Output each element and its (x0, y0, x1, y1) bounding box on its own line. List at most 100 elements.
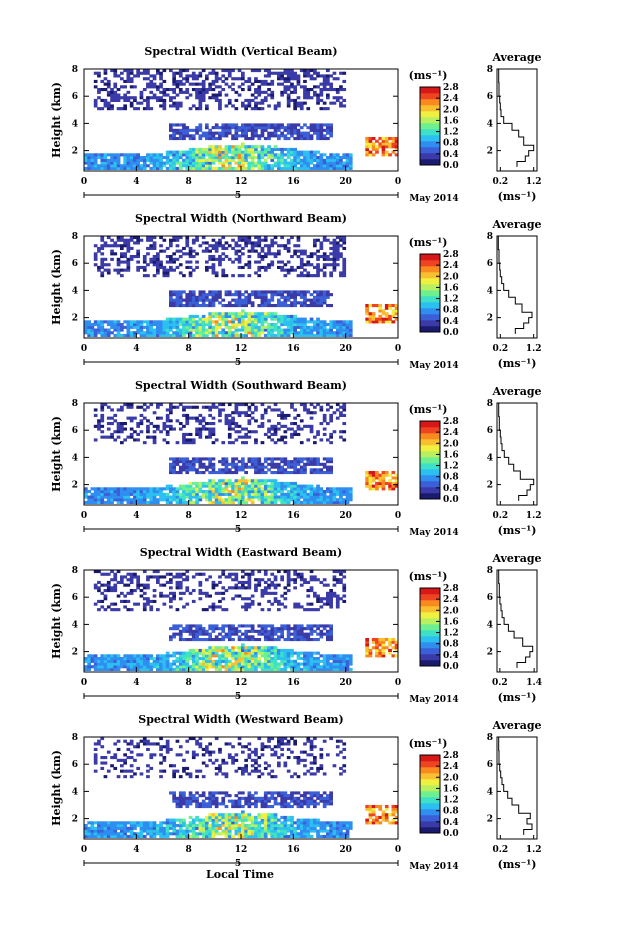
heatmap-cell (348, 495, 353, 499)
heatmap-cell (378, 317, 383, 321)
heatmap-cell (286, 427, 291, 431)
heatmap-cell (218, 107, 222, 111)
heatmap-cell (342, 492, 347, 496)
heatmap-cell (381, 487, 386, 491)
heatmap-cell (270, 629, 275, 633)
heatmap-cell (326, 328, 330, 332)
heatmap-cell (172, 158, 176, 162)
heatmap-cell (142, 498, 147, 502)
heatmap-cell (116, 435, 121, 439)
heatmap-cell (244, 158, 248, 162)
colorbar-segment (420, 433, 440, 440)
heatmap-cell (97, 328, 101, 332)
heatmap-cell (133, 498, 137, 502)
heatmap-cell (198, 432, 203, 436)
heatmap-cell (211, 293, 216, 297)
heatmap-cell (159, 403, 163, 407)
heatmap-cell (201, 79, 206, 83)
heatmap-cell (195, 662, 199, 666)
heatmap-cell (299, 150, 304, 154)
heatmap-cell (267, 123, 271, 127)
heatmap-cell (139, 419, 144, 423)
heatmap-cell (159, 325, 163, 329)
heatmap-cell (123, 238, 127, 242)
heatmap-cell (172, 268, 176, 272)
heatmap-cell (306, 263, 311, 267)
heatmap-cell (214, 147, 219, 151)
heatmap-cell (244, 147, 248, 151)
heatmap-cell (165, 317, 170, 321)
heatmap-cell (270, 79, 275, 83)
heatmap-cell (263, 304, 268, 308)
heatmap-cell (234, 629, 239, 633)
heatmap-cell (175, 131, 180, 135)
heatmap-cell (175, 238, 180, 242)
heatmap-cell (273, 500, 278, 504)
heatmap-cell (290, 161, 294, 165)
heatmap-cell (172, 597, 176, 601)
heatmap-cell (208, 605, 212, 609)
heatmap-cell (299, 265, 304, 269)
heatmap-cell (162, 438, 167, 442)
colorbar-segment (420, 254, 440, 261)
heatmap-cell (283, 333, 288, 337)
heatmap-cell (286, 166, 291, 170)
heatmap-cell (326, 131, 330, 135)
heatmap-cell (136, 156, 140, 160)
heatmap-cell (113, 575, 118, 579)
heatmap-cell (123, 665, 127, 669)
heatmap-cell (286, 325, 291, 329)
heatmap-cell (139, 495, 144, 499)
heatmap-cell (156, 271, 160, 275)
heatmap-cell (280, 654, 284, 658)
heatmap-cell (339, 166, 343, 170)
heatmap-cell (169, 465, 173, 469)
heatmap-cell (182, 591, 186, 595)
heatmap-cell (211, 471, 216, 475)
heatmap-cell (241, 667, 245, 671)
heatmap-cell (152, 161, 157, 165)
heatmap-cell (329, 274, 333, 278)
heatmap-cell (182, 651, 186, 655)
heatmap-cell (136, 438, 140, 442)
heatmap-cell (224, 314, 229, 318)
heatmap-cell (231, 471, 235, 475)
heatmap-cell (244, 166, 248, 170)
heatmap-cell (165, 413, 170, 417)
colorbar-segment (420, 445, 440, 452)
heatmap-cell (211, 304, 216, 308)
heatmap-cell (169, 128, 173, 132)
heatmap-cell (303, 333, 307, 337)
heatmap-cell (116, 422, 121, 426)
heatmap-cell (172, 88, 176, 92)
heatmap-cell (110, 90, 114, 94)
heatmap-cell (283, 298, 288, 302)
heatmap-cell (165, 153, 170, 157)
heatmap-cell (185, 79, 190, 83)
heatmap-cell (208, 145, 212, 149)
heatmap-cell (227, 328, 232, 332)
heatmap-cell (201, 572, 206, 576)
heatmap-cell (126, 657, 131, 661)
heatmap-cell (280, 492, 284, 496)
heatmap-cell (339, 156, 343, 160)
avg-x-tick-label: 0.2 (492, 511, 508, 521)
heatmap-cell (201, 465, 206, 469)
heatmap-cell (263, 244, 268, 248)
heatmap-cell (345, 161, 350, 165)
heatmap-cell (267, 298, 271, 302)
heatmap-cell (247, 317, 252, 321)
heatmap-cell (241, 74, 245, 78)
heatmap-cell (178, 580, 183, 584)
heatmap-cell (273, 632, 278, 636)
heatmap-cell (113, 487, 118, 491)
heatmap-cell (371, 484, 376, 488)
heatmap-cell (97, 156, 101, 160)
heatmap-cell (394, 317, 399, 321)
heatmap-cell (267, 131, 271, 135)
heatmap-cell (126, 238, 131, 242)
heatmap-cell (185, 405, 190, 409)
heatmap-cell (241, 309, 245, 313)
heatmap-cell (224, 69, 229, 73)
heatmap-cell (165, 667, 170, 671)
